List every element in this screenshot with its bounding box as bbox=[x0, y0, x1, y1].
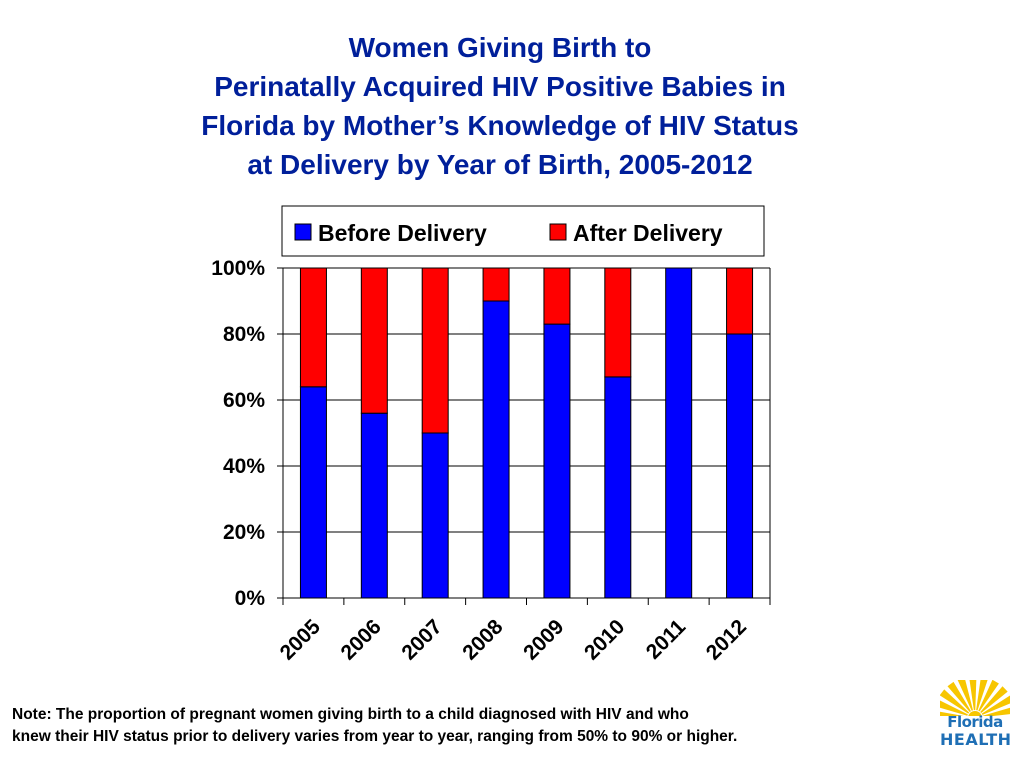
sun-icon bbox=[940, 680, 1010, 716]
bar-before-delivery bbox=[482, 300, 510, 599]
title-line: Perinatally Acquired HIV Positive Babies… bbox=[214, 71, 786, 102]
legend-swatch-before-delivery bbox=[294, 223, 312, 241]
y-tick-label: 60% bbox=[223, 389, 265, 412]
y-tick-label: 40% bbox=[223, 455, 265, 478]
legend-label: Before Delivery bbox=[318, 220, 487, 246]
bar-before-delivery bbox=[726, 333, 754, 599]
x-tick-label: 2007 bbox=[397, 615, 446, 664]
y-tick-label: 0% bbox=[235, 587, 266, 610]
bar-after-delivery bbox=[726, 267, 754, 335]
title-line: at Delivery by Year of Birth, 2005-2012 bbox=[247, 149, 753, 180]
footnote: Note: The proportion of pregnant women g… bbox=[12, 704, 947, 748]
logo-text: Florida bbox=[947, 713, 1003, 731]
y-tick-label: 80% bbox=[223, 323, 265, 346]
legend-swatch-after-delivery bbox=[549, 223, 567, 241]
bar-before-delivery bbox=[299, 386, 327, 599]
y-tick-label: 100% bbox=[211, 257, 265, 280]
bar-before-delivery bbox=[665, 267, 693, 599]
bar-after-delivery bbox=[482, 267, 510, 302]
y-tick-label: 20% bbox=[223, 521, 265, 544]
bar-after-delivery bbox=[299, 267, 327, 388]
footnote-line: Note: The proportion of pregnant women g… bbox=[12, 706, 689, 723]
x-tick-label: 2012 bbox=[702, 615, 751, 664]
chart-title: Women Giving Birth to Perinatally Acquir… bbox=[0, 28, 1000, 184]
x-tick-label: 2009 bbox=[519, 615, 568, 664]
title-line: Florida by Mother’s Knowledge of HIV Sta… bbox=[201, 110, 799, 141]
x-tick-label: 2008 bbox=[458, 615, 508, 665]
bar-before-delivery bbox=[604, 376, 632, 599]
bar-before-delivery bbox=[543, 323, 571, 599]
bar-after-delivery bbox=[543, 267, 571, 325]
bar-after-delivery bbox=[421, 267, 449, 434]
bar-after-delivery bbox=[604, 267, 632, 378]
title-line: Women Giving Birth to bbox=[348, 32, 652, 63]
x-tick-label: 2010 bbox=[580, 615, 629, 664]
bar-before-delivery bbox=[421, 432, 449, 599]
logo-text: HEALTH bbox=[940, 730, 1012, 749]
stacked-bar-chart: 0%20%40%60%80%100%2005 2006 2007 2008 2009 20… bbox=[211, 205, 771, 665]
florida-health-logo: Florida HEALTH bbox=[940, 680, 1012, 752]
footnote-line: knew their HIV status prior to delivery … bbox=[12, 728, 738, 745]
legend-box bbox=[281, 205, 765, 257]
x-tick-label: 2011 bbox=[642, 615, 691, 664]
bar-after-delivery bbox=[360, 267, 388, 414]
bar-before-delivery bbox=[360, 412, 388, 599]
legend-label: After Delivery bbox=[573, 220, 723, 246]
x-tick-label: 2006 bbox=[337, 615, 386, 664]
x-tick-label: 2005 bbox=[276, 615, 326, 665]
